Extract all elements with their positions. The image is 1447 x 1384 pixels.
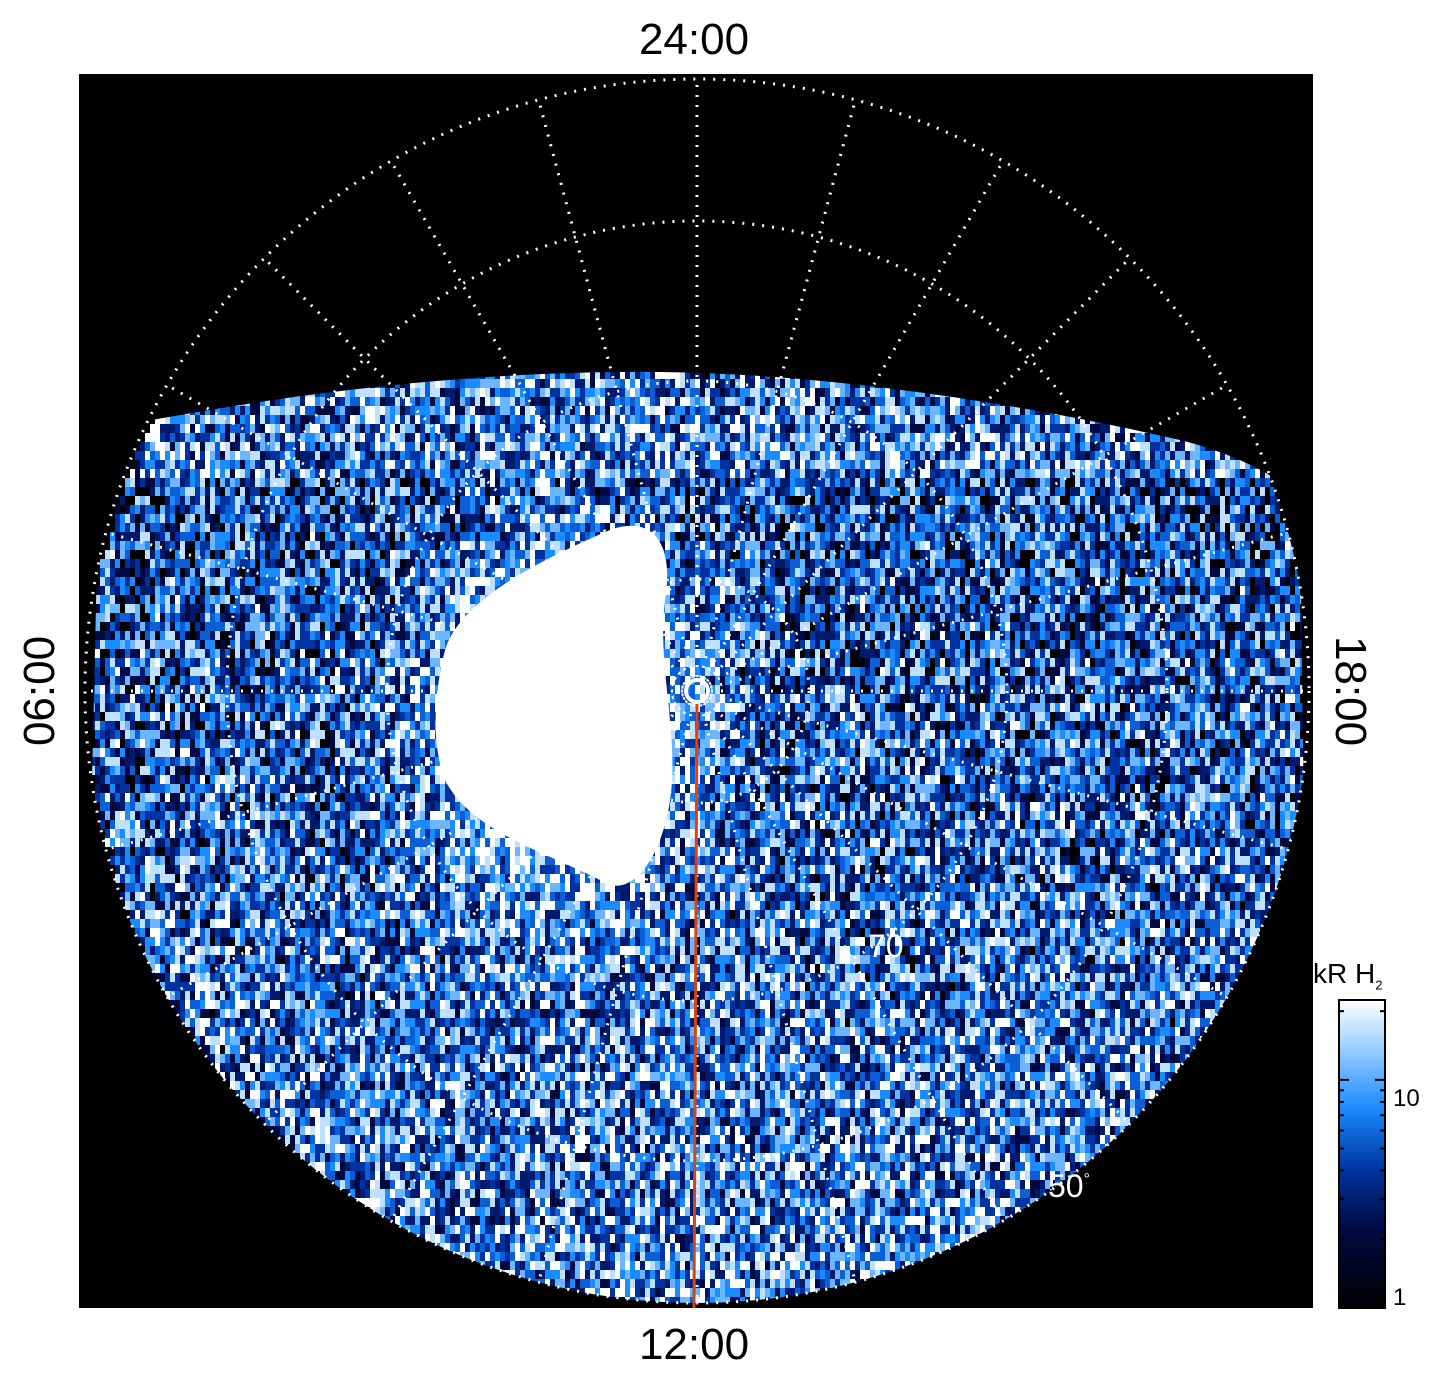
latitude-circle [83, 77, 1311, 1305]
local-time-label-dawn: 06:00 [15, 636, 64, 746]
bright-emission-patch [435, 525, 673, 886]
latitude-50-value: 50 [1048, 1168, 1084, 1204]
latitude-70-degree: ° [904, 931, 910, 948]
auroral-emission-image [90, 371, 1309, 1303]
latitude-circle [225, 219, 1169, 1163]
colorbar-tick-10: 10 [1393, 1087, 1420, 1111]
local-time-label-dusk: 18:00 [1326, 636, 1375, 746]
colorbar-title: kR H2 [1313, 960, 1382, 992]
polar-grid [83, 77, 1311, 1305]
latitude-circle [583, 577, 811, 805]
pole-marker [684, 678, 710, 704]
local-time-label-midnight: 24:00 [639, 18, 749, 62]
colorbar [1338, 999, 1386, 1309]
colorbar-ticks [1339, 1010, 1385, 1309]
latitude-70-value: 70 [868, 928, 904, 964]
latitude-label-50: 50° [1048, 1170, 1090, 1202]
latitude-label-70: 70° [868, 930, 910, 962]
colorbar-title-main: kR H [1313, 958, 1375, 989]
latitude-50-degree: ° [1084, 1171, 1090, 1188]
colorbar-title-subscript: 2 [1375, 978, 1382, 993]
latitude-circle [385, 379, 1009, 1003]
local-time-label-noon: 12:00 [639, 1323, 749, 1367]
colorbar-tick-1: 1 [1393, 1286, 1406, 1310]
noon-meridian-line [692, 699, 699, 1308]
